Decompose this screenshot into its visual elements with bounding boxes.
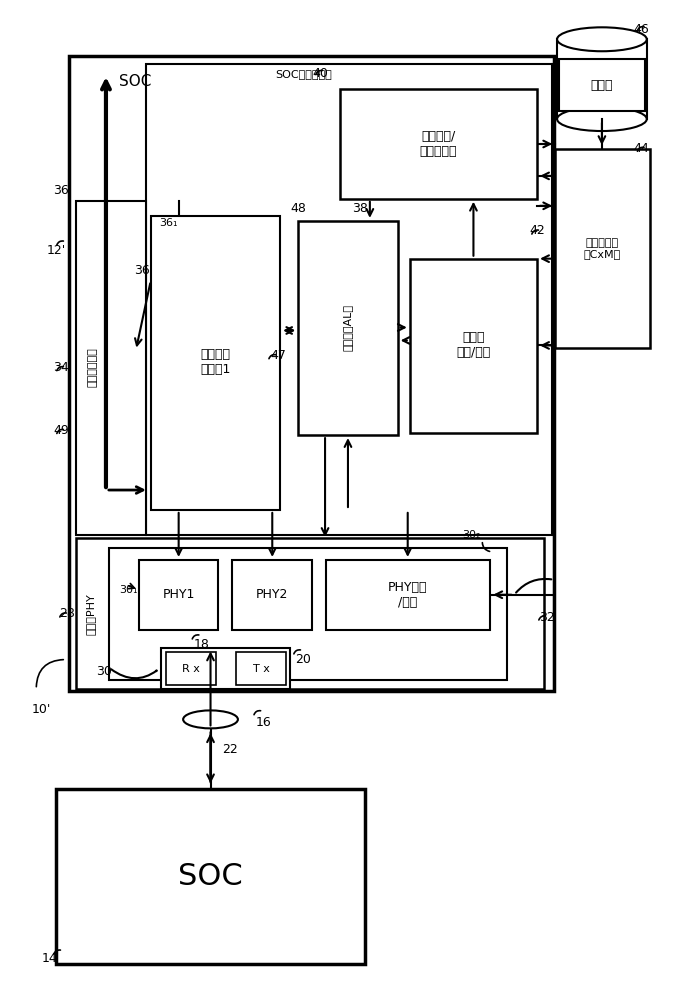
Text: 46: 46	[634, 23, 650, 36]
Text: 多模式控制器: 多模式控制器	[88, 347, 98, 387]
Text: 协议链路
控制器1: 协议链路 控制器1	[200, 348, 231, 376]
FancyArrowPatch shape	[483, 543, 489, 551]
Bar	[109, 548, 507, 680]
Text: T x: T x	[253, 664, 270, 674]
Text: 42: 42	[529, 224, 545, 237]
Bar	[298, 221, 397, 435]
Text: 49: 49	[53, 424, 69, 437]
Text: 多模式PHY: 多模式PHY	[85, 593, 95, 635]
Bar	[326, 560, 490, 630]
Bar	[555, 149, 650, 348]
Text: 数据库: 数据库	[591, 79, 613, 92]
Text: SOC的剩余部分: SOC的剩余部分	[275, 69, 332, 79]
FancyArrowPatch shape	[269, 355, 276, 359]
Text: 40: 40	[312, 67, 328, 80]
Ellipse shape	[557, 107, 647, 131]
FancyArrowPatch shape	[54, 950, 60, 954]
Text: PHY1: PHY1	[162, 588, 195, 601]
Text: 12': 12'	[46, 244, 66, 257]
Bar	[237, 652, 286, 685]
FancyArrowPatch shape	[637, 147, 644, 151]
Text: 36: 36	[53, 184, 69, 197]
Text: PHY配置
/控制: PHY配置 /控制	[388, 581, 427, 609]
Bar	[76, 201, 146, 535]
Text: 主控配置/
控制处理器: 主控配置/ 控制处理器	[420, 130, 458, 158]
FancyArrowPatch shape	[57, 241, 64, 245]
FancyArrowPatch shape	[316, 70, 322, 74]
Text: 47: 47	[270, 349, 286, 362]
Text: 多模式
配置/控制: 多模式 配置/控制	[456, 331, 491, 359]
Text: R x: R x	[182, 664, 199, 674]
Text: 18: 18	[193, 638, 210, 651]
Bar	[410, 259, 537, 433]
FancyArrowPatch shape	[57, 429, 64, 433]
Text: SOC: SOC	[178, 862, 243, 891]
FancyArrowPatch shape	[254, 711, 261, 715]
Text: 38: 38	[352, 202, 368, 215]
Text: 34': 34'	[53, 361, 72, 374]
FancyArrowPatch shape	[532, 230, 539, 234]
Text: 30₁: 30₁	[119, 585, 137, 595]
Text: 48: 48	[290, 202, 306, 215]
Bar	[161, 648, 290, 689]
Text: 10': 10'	[31, 703, 51, 716]
FancyArrowPatch shape	[60, 613, 66, 617]
Text: 共存管理器
（CxM）: 共存管理器 （CxM）	[583, 238, 621, 259]
Text: 28: 28	[59, 607, 75, 620]
FancyArrowPatch shape	[37, 660, 64, 687]
Bar	[76, 538, 544, 689]
Ellipse shape	[183, 710, 238, 728]
Text: 32: 32	[539, 611, 555, 624]
Bar	[151, 216, 281, 510]
Bar	[139, 560, 218, 630]
FancyArrowPatch shape	[637, 27, 644, 31]
Text: 30₂: 30₂	[462, 530, 481, 540]
Ellipse shape	[557, 27, 647, 51]
Bar	[166, 652, 216, 685]
Text: 44: 44	[634, 142, 650, 155]
Text: 36: 36	[134, 264, 149, 277]
FancyArrowPatch shape	[539, 616, 546, 620]
FancyArrowPatch shape	[516, 579, 552, 593]
Text: SOC: SOC	[119, 74, 151, 89]
FancyArrowPatch shape	[192, 635, 199, 639]
Text: 适配层（AL）: 适配层（AL）	[343, 304, 353, 351]
Text: 16: 16	[256, 716, 271, 729]
FancyArrowPatch shape	[57, 367, 64, 371]
Bar	[340, 89, 537, 199]
Text: 30: 30	[96, 665, 112, 678]
Bar	[69, 56, 554, 691]
Bar	[146, 64, 552, 535]
Text: 14: 14	[41, 952, 57, 965]
Bar	[233, 560, 312, 630]
FancyArrowPatch shape	[294, 650, 300, 654]
Text: 36₁: 36₁	[159, 218, 177, 228]
FancyArrowPatch shape	[111, 669, 157, 678]
Bar	[559, 59, 645, 111]
Text: 22: 22	[222, 743, 238, 756]
Bar	[56, 789, 365, 964]
Text: PHY2: PHY2	[256, 588, 289, 601]
Text: 20: 20	[295, 653, 311, 666]
